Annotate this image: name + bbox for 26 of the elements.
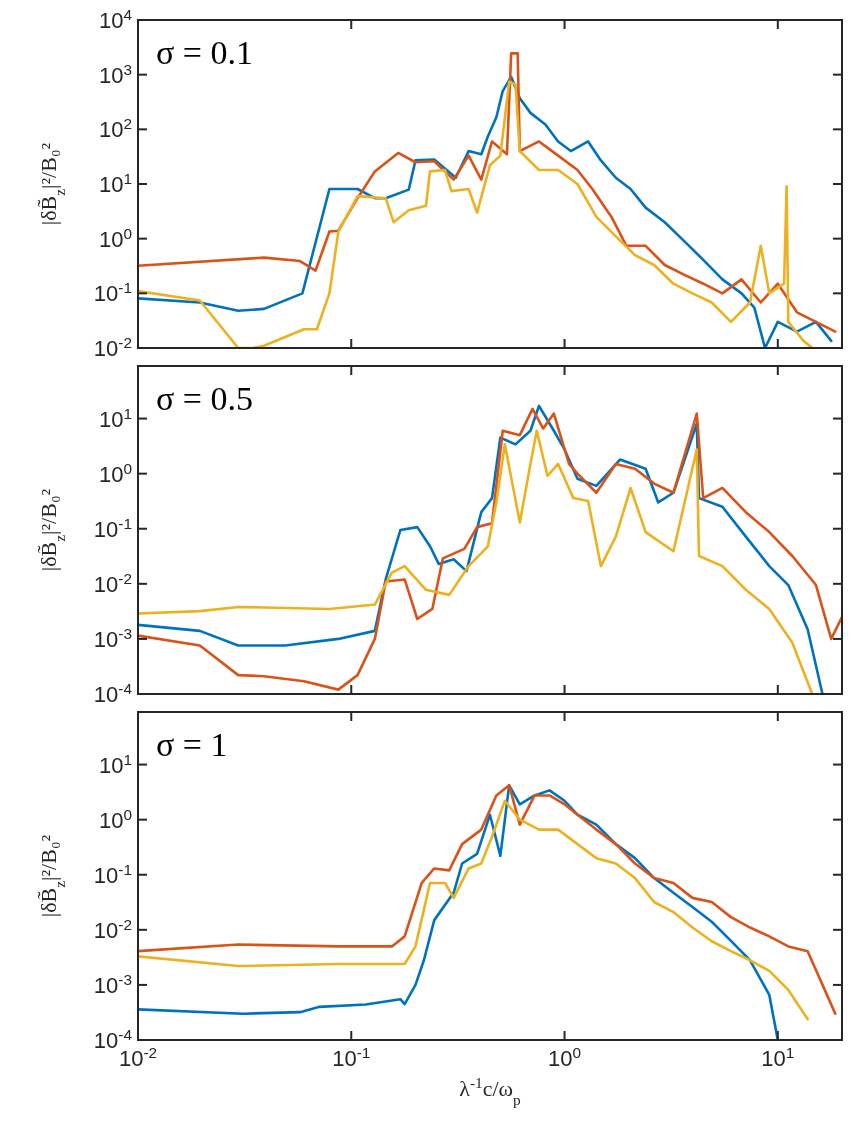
annotation: σ = 0.1 (156, 34, 254, 71)
y-tick-label: 10$^{1}$ (98, 750, 132, 778)
x-axis-title: λ$^{-1}$c/ω$_{p}$ (459, 1073, 522, 1108)
y-tick-label: 10$^{-3}$ (93, 624, 132, 652)
x-tick-label: 10$^{-1}$ (332, 1043, 371, 1071)
y-tick-label: 10$^{1}$ (98, 404, 132, 432)
y-tick-label: 10$^{-1}$ (93, 514, 132, 542)
y-tick-label: 10$^{-1}$ (93, 278, 132, 307)
y-tick-label: 10$^{0}$ (98, 224, 132, 252)
y-tick-label: 10$^{1}$ (98, 169, 132, 197)
y-tick-label: 10$^{-2}$ (93, 333, 132, 361)
y-tick-label: 10$^{-3}$ (93, 970, 132, 998)
y-tick-label: 10$^{-4}$ (93, 679, 133, 707)
x-tick-label: 10$^{0}$ (548, 1043, 582, 1071)
y-tick-label: 10$^{-2}$ (93, 915, 132, 943)
y-tick-label: 10$^{3}$ (98, 60, 132, 88)
x-tick-label: 10$^{1}$ (761, 1043, 795, 1071)
y-tick-label: 10$^{2}$ (98, 114, 132, 143)
y-tick-label: 10$^{-2}$ (93, 569, 132, 597)
annotation: σ = 1 (156, 726, 228, 763)
y-tick-label: 10$^{0}$ (98, 805, 132, 833)
x-tick-label: 10$^{-2}$ (118, 1043, 158, 1071)
annotation: σ = 0.5 (156, 380, 254, 417)
y-tick-label: 10$^{0}$ (98, 459, 132, 487)
y-tick-label: 10$^{4}$ (98, 5, 133, 33)
y-tick-label: 10$^{-1}$ (93, 860, 132, 888)
